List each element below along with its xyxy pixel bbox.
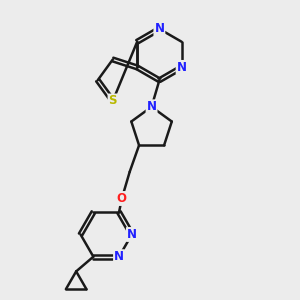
Text: O: O <box>117 192 127 205</box>
Text: N: N <box>177 61 187 74</box>
Text: N: N <box>147 100 157 113</box>
Text: S: S <box>109 94 117 107</box>
Text: N: N <box>127 228 137 241</box>
Text: N: N <box>114 250 124 263</box>
Text: N: N <box>154 22 164 35</box>
